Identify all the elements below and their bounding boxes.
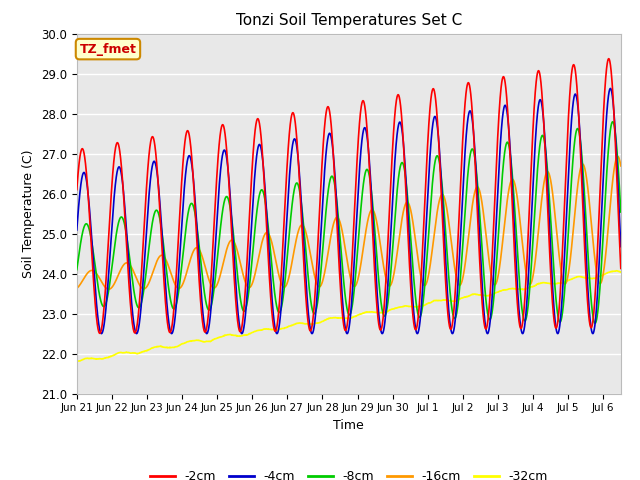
Text: TZ_fmet: TZ_fmet bbox=[79, 43, 136, 56]
X-axis label: Time: Time bbox=[333, 419, 364, 432]
Legend: -2cm, -4cm, -8cm, -16cm, -32cm: -2cm, -4cm, -8cm, -16cm, -32cm bbox=[145, 465, 553, 480]
Title: Tonzi Soil Temperatures Set C: Tonzi Soil Temperatures Set C bbox=[236, 13, 462, 28]
Y-axis label: Soil Temperature (C): Soil Temperature (C) bbox=[22, 149, 35, 278]
